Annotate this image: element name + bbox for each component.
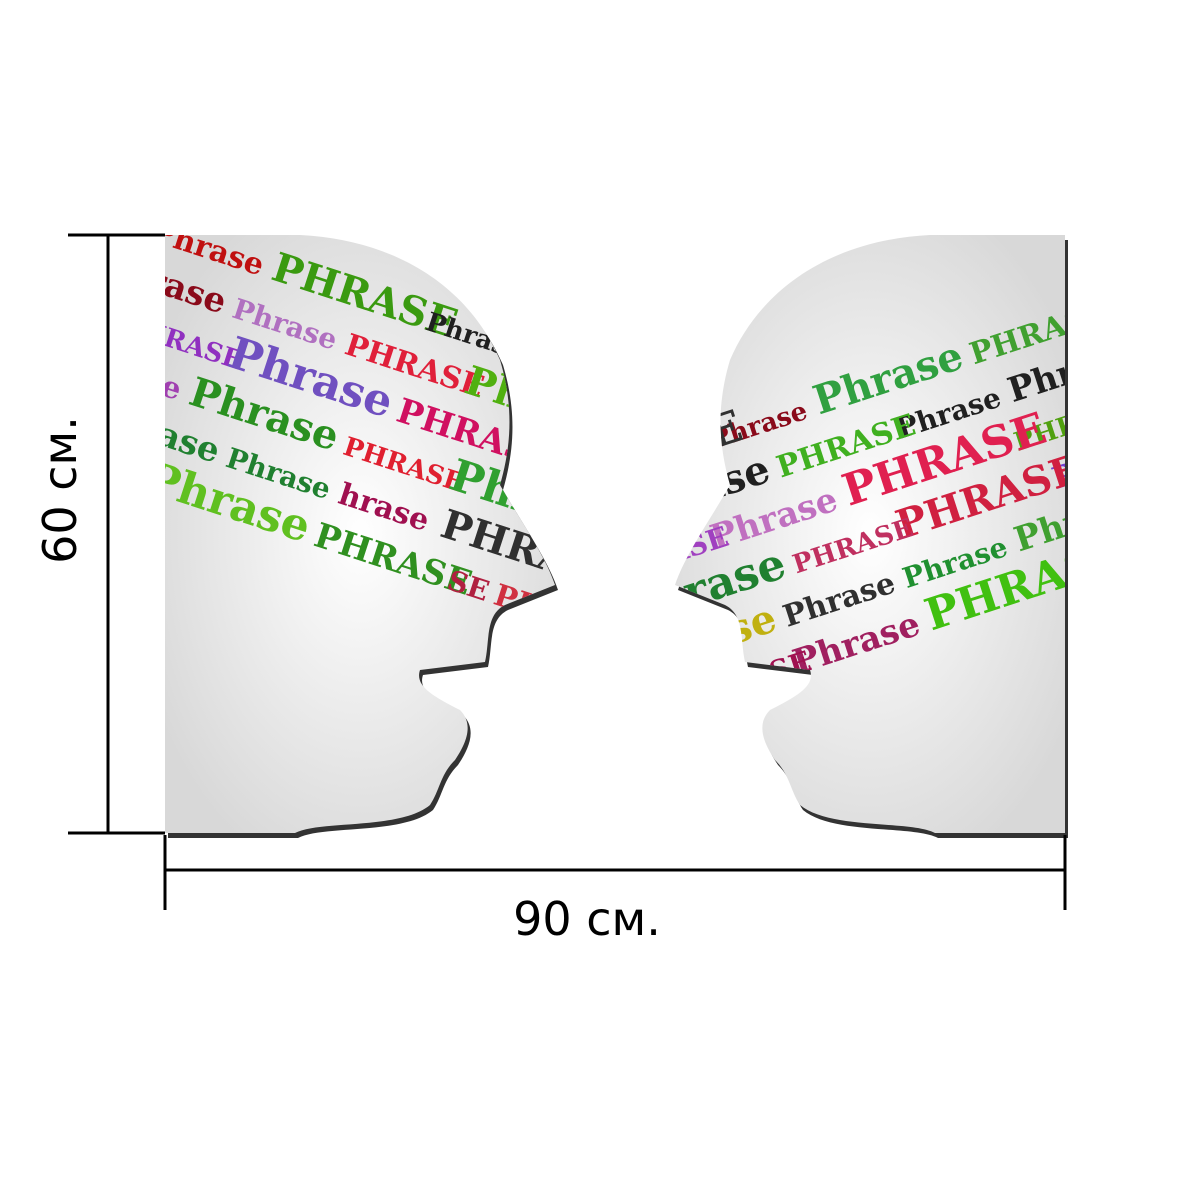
head-word: PHRASE — [526, 439, 664, 512]
right-head: PHRASEPhrasePhrasePHRASEPhrasePhrasePHRA… — [532, 235, 1198, 838]
head-word: PHRASE — [532, 401, 748, 515]
head-word: Phrase — [1093, 523, 1198, 582]
height-dimension: 60 см. — [33, 233, 165, 835]
head-word: PHRASE — [1048, 419, 1195, 497]
head-word: PHRASE — [526, 325, 742, 439]
width-dimension: 90 см. — [163, 835, 1067, 946]
head-word: Phras — [1072, 577, 1175, 640]
height-label: 60 см. — [33, 416, 87, 564]
width-label: 90 см. — [513, 892, 661, 946]
head-word: Phrase — [621, 595, 782, 687]
head-word: PHRASE — [490, 578, 637, 656]
